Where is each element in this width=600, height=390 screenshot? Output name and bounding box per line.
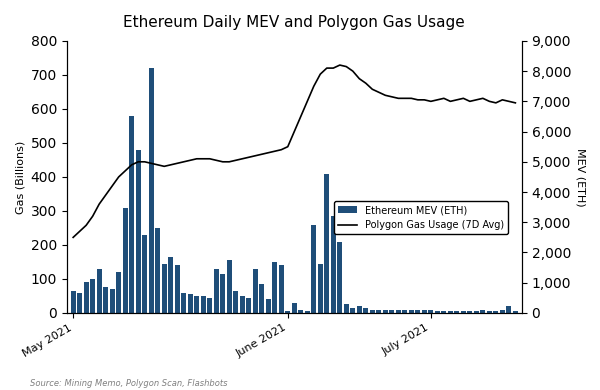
Bar — [513, 311, 518, 313]
Bar — [227, 260, 232, 313]
Bar — [370, 310, 375, 313]
Bar — [389, 310, 394, 313]
Bar — [155, 228, 160, 313]
Bar — [317, 264, 323, 313]
Bar — [506, 306, 511, 313]
Bar — [103, 287, 108, 313]
Bar — [396, 310, 401, 313]
Bar — [331, 216, 336, 313]
Bar — [278, 265, 284, 313]
Bar — [239, 296, 245, 313]
Bar — [487, 311, 492, 313]
Bar — [266, 300, 271, 313]
Title: Ethereum Daily MEV and Polygon Gas Usage: Ethereum Daily MEV and Polygon Gas Usage — [124, 15, 465, 30]
Bar — [480, 310, 485, 313]
Bar — [305, 311, 310, 313]
Bar — [311, 225, 316, 313]
Bar — [474, 311, 479, 313]
Legend: Ethereum MEV (ETH), Polygon Gas Usage (7D Avg): Ethereum MEV (ETH), Polygon Gas Usage (7… — [334, 201, 508, 234]
Bar — [337, 241, 343, 313]
Bar — [233, 291, 238, 313]
Bar — [142, 235, 147, 313]
Bar — [259, 284, 265, 313]
Bar — [90, 279, 95, 313]
Bar — [454, 311, 460, 313]
Bar — [500, 310, 505, 313]
Bar — [168, 257, 173, 313]
Bar — [110, 289, 115, 313]
Bar — [181, 292, 187, 313]
Bar — [357, 306, 362, 313]
Bar — [214, 269, 219, 313]
Bar — [324, 174, 329, 313]
Bar — [467, 311, 472, 313]
Bar — [194, 296, 199, 313]
Bar — [435, 311, 440, 313]
Bar — [161, 264, 167, 313]
Bar — [285, 311, 290, 313]
Bar — [122, 207, 128, 313]
Bar — [116, 272, 121, 313]
Bar — [363, 308, 368, 313]
Bar — [376, 310, 382, 313]
Bar — [415, 310, 421, 313]
Bar — [220, 274, 226, 313]
Bar — [493, 311, 499, 313]
Bar — [461, 311, 466, 313]
Bar — [188, 294, 193, 313]
Bar — [383, 310, 388, 313]
Bar — [272, 262, 277, 313]
Bar — [422, 310, 427, 313]
Bar — [77, 292, 82, 313]
Y-axis label: Gas (Billions): Gas (Billions) — [15, 140, 25, 214]
Bar — [149, 68, 154, 313]
Bar — [350, 308, 355, 313]
Bar — [200, 296, 206, 313]
Bar — [175, 265, 180, 313]
Bar — [83, 282, 89, 313]
Text: Source: Mining Memo, Polygon Scan, Flashbots: Source: Mining Memo, Polygon Scan, Flash… — [30, 379, 227, 388]
Bar — [409, 310, 414, 313]
Bar — [207, 298, 212, 313]
Bar — [428, 310, 433, 313]
Bar — [298, 310, 304, 313]
Bar — [253, 269, 258, 313]
Bar — [136, 150, 141, 313]
Bar — [402, 310, 407, 313]
Bar — [441, 311, 446, 313]
Bar — [448, 311, 453, 313]
Y-axis label: MEV (ETH): MEV (ETH) — [575, 147, 585, 206]
Bar — [71, 291, 76, 313]
Bar — [97, 269, 102, 313]
Bar — [246, 298, 251, 313]
Bar — [129, 116, 134, 313]
Bar — [344, 305, 349, 313]
Bar — [292, 303, 297, 313]
